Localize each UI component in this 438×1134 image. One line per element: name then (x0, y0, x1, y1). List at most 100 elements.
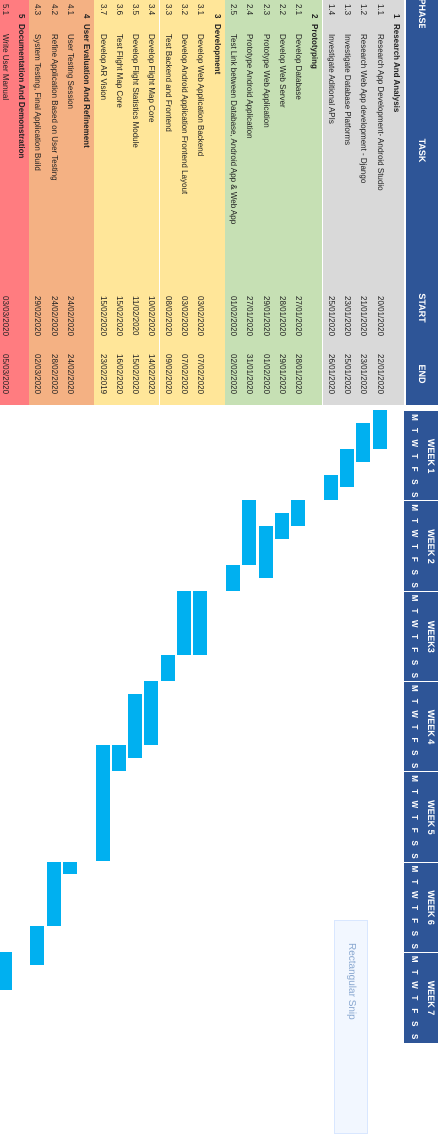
day-label: M (410, 685, 419, 692)
day-label: T (410, 698, 419, 704)
day-label: T (410, 879, 419, 885)
week-title: WEEK 1 (426, 438, 436, 474)
end-date: 24/02/2020 (66, 354, 75, 395)
gantt-bar (193, 590, 208, 656)
gantt-bar (258, 526, 273, 578)
task-name: Investigate Database Platforms (343, 34, 353, 146)
task-name: User Evaluation And Refinement (82, 24, 92, 148)
phase-number: 2.1 (294, 4, 304, 16)
day-label: W (410, 439, 419, 448)
gantt-bar (177, 590, 192, 656)
day-label: W (410, 890, 419, 899)
task-name: Develop Android Application Frontend Lay… (180, 34, 190, 195)
phase-number: 2.5 (229, 4, 238, 16)
section-row: 1 Research And Analysis (387, 0, 404, 405)
day-label: S (410, 1021, 419, 1027)
task-name: Develop Database (294, 34, 304, 100)
task-row: 3.2 Develop Android Application Frontend … (175, 0, 193, 405)
phase-header: PHASE (406, 0, 438, 30)
task-row: 3.6 Test Flight Map Core 15/02/2020 16/02/2… (110, 0, 127, 405)
phase-number: 3.2 (180, 4, 190, 16)
end-date: 22/01/2020 (375, 354, 385, 395)
start-date: 29/02/2020 (33, 296, 43, 337)
end-date: 25/01/2020 (343, 354, 353, 395)
day-label: F (410, 1008, 419, 1014)
day-label: M (410, 594, 419, 602)
phase-number: 2 (310, 14, 320, 19)
section-row: 4 User Evaluation And Refinement (78, 0, 95, 405)
phase-number: 3.1 (196, 4, 206, 16)
end-date: 02/03/2020 (33, 354, 43, 395)
gantt-bar (95, 745, 110, 862)
start-date: 03/02/2020 (180, 296, 190, 337)
day-label: W (410, 981, 419, 989)
gantt-bar (0, 951, 12, 991)
start-date: 10/02/2020 (147, 296, 157, 337)
start-date: 08/02/2020 (163, 296, 173, 337)
task-name: Prototype Android Application (245, 34, 255, 139)
task-row: 4.1 User Testing Session 24/02/2020 24/02/2… (61, 0, 78, 405)
day-label: S (410, 659, 419, 666)
task-header: TASK (406, 28, 438, 274)
task-name: Research App Development- Android Studio (375, 34, 385, 191)
gantt-bar (291, 500, 306, 527)
week-title: WEEK 7 (426, 980, 436, 1016)
day-label: S (410, 930, 419, 937)
task-row: 3.3 Test Backend and Frontend 08/02/2020 09… (159, 0, 176, 405)
phase-number: 3.6 (114, 4, 124, 16)
task-row: 5.1 Write User Manual 03/03/2020 05/03/2020 (0, 0, 13, 405)
day-label: F (410, 556, 419, 562)
start-date: 27/01/2020 (294, 296, 304, 337)
end-date: 28/02/2020 (49, 354, 59, 395)
week-title: WEEK 2 (426, 529, 436, 564)
snip-tool-overlay[interactable]: Rectangular Snip (334, 920, 368, 1134)
day-label: S (410, 840, 419, 846)
start-date: 11/02/2020 (131, 296, 141, 336)
task-row: 2.5 Test Link between Database, Android A… (224, 0, 241, 405)
day-label: M (410, 955, 419, 963)
day-label: F (410, 466, 419, 472)
day-label: T (410, 905, 419, 911)
week-title: WEEK 4 (426, 709, 436, 745)
start-date: 24/02/2020 (49, 296, 59, 337)
phase-number: 5.1 (0, 4, 10, 16)
phase-number: 2.4 (245, 4, 255, 16)
task-name: Documentation And Demonstration (17, 24, 27, 159)
task-row: 2.3 Prototype Web Application 29/01/2020 01… (257, 0, 274, 405)
day-label: M (410, 414, 419, 421)
end-date: 09/02/2020 (163, 354, 173, 395)
task-name: Test Backend and Frontend (163, 34, 173, 132)
task-row: 2.4 Prototype Android Application 27/01/20… (241, 0, 258, 405)
day-label: T (410, 543, 419, 549)
gantt-bar (63, 861, 77, 875)
task-row: 3.4 Develop Flight Map Core 10/02/2020 14/0… (143, 0, 160, 405)
week-title: WEEK3 (426, 620, 436, 653)
end-date: 23/02/2019 (98, 354, 108, 395)
phase-number: 1.3 (343, 4, 353, 16)
gantt-bar (46, 861, 61, 926)
end-date: 01/02/2020 (261, 354, 271, 395)
start-date: 29/01/2020 (261, 296, 271, 337)
day-label: T (410, 634, 419, 640)
phase-number: 2.3 (261, 4, 271, 16)
task-name: Prototyping (310, 24, 320, 69)
gantt-bar (242, 500, 257, 565)
start-date: 15/02/2020 (98, 296, 108, 337)
day-label: T (410, 969, 419, 975)
task-row: 3.1 Develop Web Application Backend 03/02/… (192, 0, 209, 405)
task-name: Test Link between Database, Android App … (229, 34, 238, 225)
task-name: Develop Web Server (277, 34, 287, 108)
task-name: Investigate Aditional APIs (326, 34, 336, 124)
gantt-bar (111, 745, 126, 772)
day-label: F (410, 827, 419, 833)
gantt-bar (340, 448, 355, 488)
day-label: T (410, 453, 419, 459)
phase-number: 1 (392, 14, 401, 19)
gantt-bar (356, 422, 371, 462)
start-date: 03/02/2020 (196, 296, 206, 337)
task-row: 2.1 Develop Database 27/01/2020 28/01/2020 (289, 0, 307, 405)
task-name: Develop Web Application Backend (196, 34, 206, 157)
